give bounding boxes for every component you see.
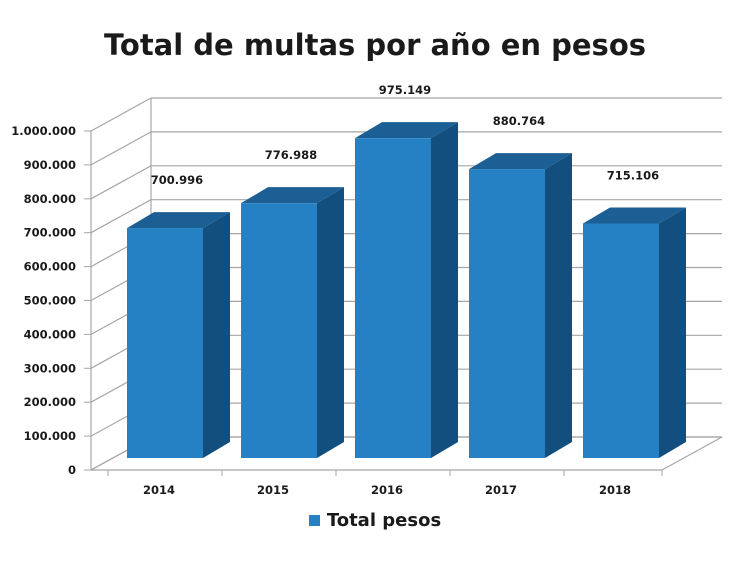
x-tick-label: 2015: [257, 483, 289, 497]
bar-2016: [355, 122, 458, 459]
x-tick-label: 2016: [371, 483, 403, 497]
legend: Total pesos: [0, 510, 750, 531]
y-tick-label: 1.000.000: [11, 124, 76, 138]
bar-2015: [241, 187, 344, 458]
gridline-side: [90, 199, 152, 234]
y-tick-label: 100.000: [24, 429, 76, 443]
gridline-side: [90, 165, 152, 200]
bar-top: [583, 207, 686, 224]
data-label: 975.149: [379, 83, 431, 97]
bar-top: [469, 153, 572, 170]
bar-2018: [583, 207, 686, 458]
y-tick-label: 900.000: [24, 158, 76, 172]
data-label: 700.996: [151, 173, 203, 187]
bar-2014: [127, 212, 230, 458]
y-tick-label: 300.000: [24, 361, 76, 375]
bar-side: [203, 212, 230, 458]
bars-layer: [127, 122, 686, 459]
bar-side: [545, 153, 572, 458]
y-tick-label: 700.000: [24, 226, 76, 240]
x-tick-label: 2017: [485, 483, 517, 497]
x-tick-label: 2018: [599, 483, 631, 497]
bar-top: [355, 122, 458, 139]
bar-front: [241, 203, 317, 458]
y-tick-label: 500.000: [24, 294, 76, 308]
bar-front: [355, 138, 431, 458]
legend-label: Total pesos: [326, 510, 442, 531]
chart-title: Total de multas por año en pesos: [103, 28, 647, 62]
bar-2017: [469, 153, 572, 458]
gridline-side: [90, 131, 152, 166]
data-label: 715.106: [607, 168, 659, 182]
bar-front: [583, 223, 659, 458]
y-tick-label: 200.000: [24, 395, 76, 409]
y-tick-label: 600.000: [24, 260, 76, 274]
gridline-side: [90, 97, 152, 132]
data-label: 880.764: [493, 114, 545, 128]
bar-side: [431, 122, 458, 459]
labels-layer: 0 100.000 200.000 300.000 400.000 500.000 600.…: [11, 83, 659, 497]
x-tick-label: 2014: [143, 483, 175, 497]
data-label: 776.988: [265, 148, 317, 162]
bar-top: [127, 212, 230, 229]
bar-front: [127, 228, 203, 458]
bar-top: [241, 187, 344, 204]
bar-front: [469, 169, 545, 458]
bar-side: [659, 207, 686, 458]
legend-swatch: [308, 515, 320, 526]
y-tick-label: 0: [68, 463, 76, 477]
bar-side: [317, 187, 344, 458]
y-tick-label: 800.000: [24, 192, 76, 206]
y-tick-label: 400.000: [24, 327, 76, 341]
